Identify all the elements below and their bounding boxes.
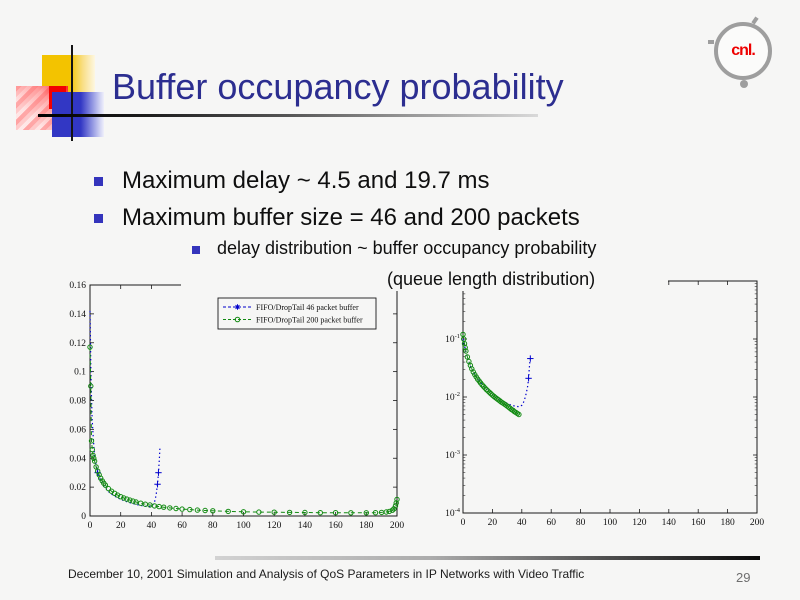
svg-text:0.02: 0.02 xyxy=(69,483,86,493)
svg-text:100: 100 xyxy=(236,521,251,531)
sub-bullet-line2: (queue length distribution) xyxy=(387,269,596,289)
svg-text:160: 160 xyxy=(691,518,706,528)
svg-text:10-1: 10-1 xyxy=(445,333,460,345)
svg-text:40: 40 xyxy=(147,521,157,531)
svg-text:80: 80 xyxy=(576,518,586,528)
cnl-logo-text: cnl. xyxy=(731,42,756,59)
svg-text:200: 200 xyxy=(750,518,765,528)
bullet-max-buffer: Maximum buffer size = 46 and 200 packets xyxy=(122,204,580,231)
cnl-logo: cnl. xyxy=(714,22,772,80)
svg-text:10-3: 10-3 xyxy=(445,449,460,461)
svg-text:80: 80 xyxy=(208,521,218,531)
right-chart-log-scale: 0 20 40 60 80 100 120 140 160 180 200 10-1 10-2 10-3 1… xyxy=(445,280,765,528)
svg-text:0.16: 0.16 xyxy=(69,281,86,291)
bullet-marker-icon xyxy=(94,177,103,186)
corner-art-vertical-line xyxy=(71,45,73,141)
svg-text:100: 100 xyxy=(603,518,618,528)
cnl-logo-nub-icon xyxy=(751,16,759,25)
sub-bullet-line1: delay distribution ~ buffer occupancy pr… xyxy=(217,238,597,258)
svg-text:180: 180 xyxy=(720,518,735,528)
svg-text:60: 60 xyxy=(546,518,556,528)
cnl-logo-knot-icon xyxy=(740,80,748,88)
svg-text:60: 60 xyxy=(177,521,187,531)
svg-text:120: 120 xyxy=(267,521,282,531)
svg-text:140: 140 xyxy=(662,518,677,528)
svg-text:0.12: 0.12 xyxy=(69,339,86,349)
footer-divider xyxy=(215,556,760,560)
svg-text:20: 20 xyxy=(488,518,498,528)
svg-text:0.06: 0.06 xyxy=(69,425,86,435)
page-number: 29 xyxy=(736,570,751,585)
bullet-marker-icon xyxy=(94,214,103,223)
svg-text:200: 200 xyxy=(390,521,405,531)
sub-bullet-marker-icon xyxy=(192,246,200,254)
text-block-background xyxy=(181,231,668,291)
left-chart-linear-scale: 0 20 40 60 80 100 120 140 160 180 200 0 0.02 0.04 0.06… xyxy=(69,281,405,531)
svg-text:160: 160 xyxy=(328,521,343,531)
svg-text:40: 40 xyxy=(517,518,527,528)
footer-text: December 10, 2001 Simulation and Analysi… xyxy=(68,567,585,581)
svg-text:0.14: 0.14 xyxy=(69,310,86,320)
svg-text:140: 140 xyxy=(298,521,313,531)
title-underline xyxy=(38,114,538,117)
svg-text:FIFO/DropTail 200 packet buffe: FIFO/DropTail 200 packet buffer xyxy=(256,315,363,324)
svg-text:0: 0 xyxy=(81,512,86,522)
svg-text:0: 0 xyxy=(461,518,466,528)
bullet-max-delay: Maximum delay ~ 4.5 and 19.7 ms xyxy=(122,167,490,194)
svg-text:0.04: 0.04 xyxy=(69,454,86,464)
svg-text:180: 180 xyxy=(359,521,374,531)
svg-text:10-4: 10-4 xyxy=(445,507,461,519)
svg-text:20: 20 xyxy=(116,521,126,531)
svg-text:0.08: 0.08 xyxy=(69,397,86,407)
svg-text:0: 0 xyxy=(88,521,93,531)
svg-text:FIFO/DropTail 46 packet buffer: FIFO/DropTail 46 packet buffer xyxy=(256,303,359,312)
svg-text:10-2: 10-2 xyxy=(445,391,460,403)
slide-title: Buffer occupancy probability xyxy=(112,66,564,107)
cnl-logo-nub-icon xyxy=(708,40,714,44)
svg-text:0.1: 0.1 xyxy=(74,368,86,378)
svg-text:120: 120 xyxy=(632,518,647,528)
